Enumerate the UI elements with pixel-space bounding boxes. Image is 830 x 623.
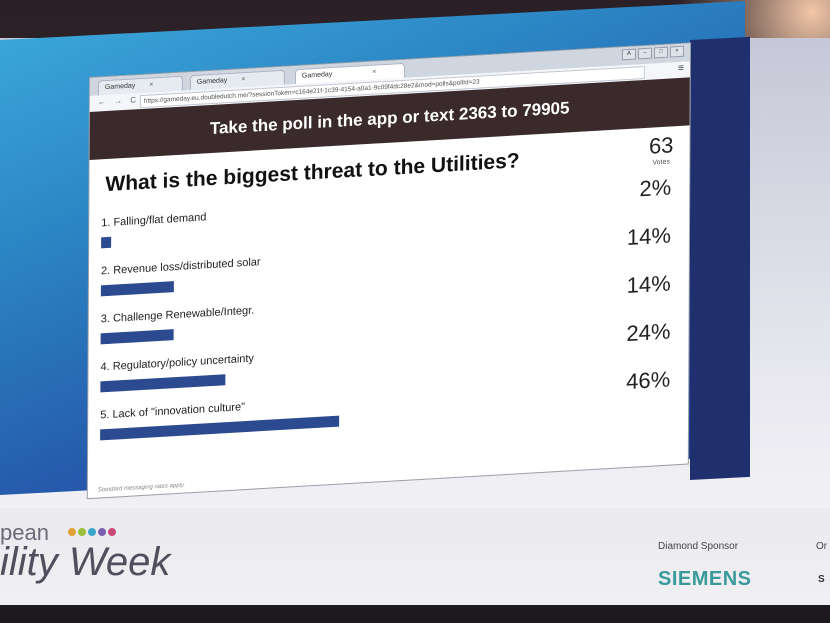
event-logo-line1: pean — [0, 520, 49, 545]
option-label: 5. Lack of "innovation culture" — [100, 401, 246, 422]
logo-dot — [78, 528, 86, 536]
option-label: 2. Revenue loss/distributed solar — [100, 256, 261, 278]
votes-label: Votes — [652, 158, 670, 167]
floor — [0, 605, 830, 623]
logo-dot — [98, 528, 106, 536]
logo-dot — [108, 528, 116, 536]
logo-dot — [88, 528, 96, 536]
browser-window: Gameday × Gameday × Gameday × A – □ × ← → C… — [87, 43, 690, 499]
close-window-icon[interactable]: × — [669, 45, 684, 58]
option-percent: 2% — [639, 174, 672, 202]
tab-label: Gameday — [301, 71, 333, 80]
poll-instructions: Take the poll in the app or text 2363 to… — [209, 98, 570, 139]
window-controls: A – □ × — [621, 45, 684, 61]
sponsor-logo: SIEMENS — [658, 568, 752, 590]
sponsor-label: Diamond Sponsor — [658, 541, 739, 552]
option-percent: 46% — [626, 366, 671, 395]
footnote: Standard messaging rates apply. — [97, 482, 186, 494]
option-bar — [100, 374, 226, 393]
option-label: 3. Challenge Renewable/Integr. — [100, 304, 255, 326]
option-bar — [100, 281, 174, 297]
tab-label: Gameday — [104, 82, 136, 92]
option-percent: 14% — [626, 270, 671, 299]
event-logo-line2: ility Week — [0, 540, 171, 584]
option-label: 4. Regulatory/policy uncertainty — [100, 352, 254, 374]
logo-dot — [68, 528, 76, 536]
minimize-icon[interactable]: – — [637, 47, 652, 60]
close-icon[interactable]: × — [149, 81, 154, 89]
close-icon[interactable]: × — [241, 76, 246, 84]
url-prefix: https:// — [143, 96, 164, 105]
menu-icon[interactable]: ≡ — [677, 62, 684, 75]
event-logo-dots — [68, 528, 116, 536]
option-bar — [101, 236, 112, 249]
sponsor-logo-2: S — [818, 574, 825, 585]
vote-count: 63 Votes — [649, 132, 674, 166]
nav-buttons[interactable]: ← → C — [97, 95, 140, 107]
sponsor-label-2: Or — [816, 541, 828, 552]
option-label: 1. Falling/flat demand — [101, 211, 207, 230]
desktop-edge — [690, 36, 750, 481]
option-bar — [100, 329, 174, 345]
user-icon[interactable]: A — [621, 48, 636, 61]
option-percent: 24% — [626, 318, 671, 347]
votes-number: 63 — [648, 132, 674, 159]
tab-label: Gameday — [196, 77, 228, 86]
maximize-icon[interactable]: □ — [653, 46, 668, 59]
close-icon[interactable]: × — [372, 68, 377, 76]
option-percent: 14% — [626, 222, 672, 251]
